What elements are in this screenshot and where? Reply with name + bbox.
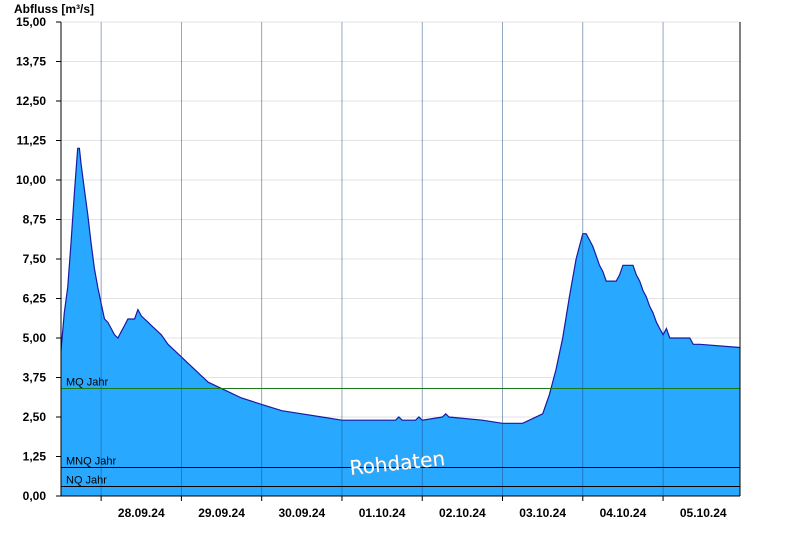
y-tick-label: 12,50 [16, 94, 46, 108]
y-tick-label: 10,00 [16, 173, 46, 187]
series-line [60, 147, 741, 424]
reference-lines: MQ Jahr MNQ Jahr NQ Jahr [61, 377, 740, 488]
x-tick-label: 29.09.24 [198, 506, 245, 520]
y-tick-label: 15,00 [16, 15, 46, 29]
y-tick-label: 7,50 [23, 252, 47, 266]
y-tick-label: 6,25 [23, 292, 47, 306]
series-fill [61, 148, 740, 496]
y-tick-label: 0,00 [23, 489, 47, 503]
y-tick-label: 2,50 [23, 410, 47, 424]
y-tick-label: 1,25 [23, 450, 47, 464]
day-separator-lines [100, 22, 664, 496]
x-tick-label: 04.10.24 [600, 506, 647, 520]
x-tick-label: 05.10.24 [680, 506, 727, 520]
x-tick-label: 01.10.24 [359, 506, 406, 520]
y-tick-label: 3,75 [23, 371, 47, 385]
series-area [60, 147, 741, 496]
y-tick-label: 11,25 [17, 134, 47, 148]
x-tick-label: 30.09.24 [278, 506, 325, 520]
y-axis-ticks: 0,00 1,25 2,50 3,75 5,00 6,25 7,50 8,75 10,00 11,… [16, 15, 61, 503]
y-tick-label: 13,75 [16, 55, 46, 69]
x-axis-ticks: 28.09.24 29.09.24 30.09.24 01.10.24 02.10.24… [100, 496, 727, 520]
x-tick-label: 02.10.24 [439, 506, 486, 520]
y-tick-label: 8,75 [23, 213, 47, 227]
y-axis-label: Abfluss [m³/s] [14, 2, 94, 16]
reference-label: MQ Jahr [66, 377, 109, 389]
x-tick-label: 03.10.24 [519, 506, 566, 520]
reference-label: NQ Jahr [66, 475, 107, 487]
x-tick-label: 28.09.24 [118, 506, 165, 520]
y-tick-label: 5,00 [23, 331, 47, 345]
reference-label: MNQ Jahr [66, 456, 116, 468]
